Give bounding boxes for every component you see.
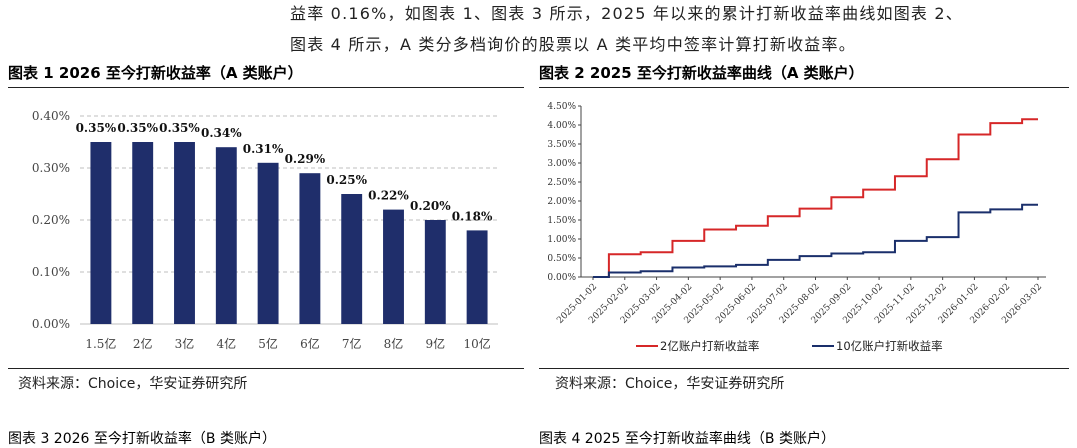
paragraph-line-2: 图表 4 所示，A 类分多档询价的股票以 A 类平均中签率计算打新收益率。 xyxy=(290,35,856,54)
bar-y-tick-label: 0.20% xyxy=(32,213,70,227)
bar-y-tick-label: 0.30% xyxy=(32,161,70,175)
bar xyxy=(90,142,112,324)
bar-data-label: 0.35% xyxy=(159,121,200,135)
figure2-caption: 图表 2 2025 至今打新收益率曲线（A 类账户） xyxy=(539,64,864,82)
bar-y-tick-label: 0.40% xyxy=(32,109,70,123)
bar-y-tick-label: 0.10% xyxy=(32,265,70,279)
line-y-tick-label: 3.50% xyxy=(547,140,576,150)
figure1-caption: 图表 1 2026 至今打新收益率（A 类账户） xyxy=(8,64,303,82)
line-y-tick-label: 3.00% xyxy=(547,159,576,169)
bar xyxy=(383,209,404,324)
bar-x-tick-label: 6亿 xyxy=(300,336,320,351)
bar-x-tick-label: 1.5亿 xyxy=(85,336,116,351)
line-y-tick-label: 2.00% xyxy=(547,197,576,207)
line-chart: 0.00% 0.50% 1.00% 1.50% 2.00% 2.50% 3.00% 3.50%… xyxy=(547,102,1046,353)
line-y-tick-label: 4.50% xyxy=(547,102,576,112)
bar-y-tick-label: 0.00% xyxy=(32,317,70,331)
figure1-source: 资料来源：Choice，华安证券研究所 xyxy=(18,376,248,392)
bar xyxy=(215,147,237,324)
figure3-caption: 图表 3 2026 至今打新收益率（B 类账户） xyxy=(8,431,276,447)
line-y-tick-label: 0.50% xyxy=(547,254,576,264)
bar-x-tick-label: 9亿 xyxy=(425,336,445,351)
bar-x-tick-label: 2亿 xyxy=(133,336,153,351)
bar xyxy=(299,173,321,324)
bar-data-label: 0.35% xyxy=(117,121,158,135)
series-line-2yi xyxy=(593,118,1038,278)
paragraph-line-1: 益率 0.16%，如图表 1、图表 3 所示，2025 年以来的累计打新收益率曲… xyxy=(290,4,964,23)
bar xyxy=(132,142,154,324)
line-y-tick-label: 4.00% xyxy=(547,121,576,131)
bar xyxy=(174,142,195,324)
bar-x-tick-label: 5亿 xyxy=(258,336,278,351)
series-line-10yi xyxy=(593,203,1038,278)
figure1-bottom-rule xyxy=(8,368,524,369)
bar-data-label: 0.20% xyxy=(410,199,451,213)
bar-data-label: 0.18% xyxy=(452,209,493,223)
bar xyxy=(257,162,279,324)
bar xyxy=(424,220,446,324)
bar-x-tick-label: 4亿 xyxy=(216,336,236,351)
figure2-bottom-rule xyxy=(539,368,1069,369)
line-y-tick-label: 1.00% xyxy=(547,235,576,245)
bar xyxy=(466,230,488,324)
line-y-tick-label: 1.50% xyxy=(547,216,576,226)
bar-x-tick-label: 10亿 xyxy=(463,336,490,351)
line-y-tick-label: 0.00% xyxy=(547,273,576,283)
bar-data-label: 0.22% xyxy=(368,189,409,203)
figure2-top-rule xyxy=(539,87,1069,88)
bar-data-label: 0.35% xyxy=(76,121,117,135)
bar-x-tick-label: 7亿 xyxy=(342,336,362,351)
line-y-tick-label: 2.50% xyxy=(547,178,576,188)
bar-data-label: 0.31% xyxy=(243,142,284,156)
figure2-source: 资料来源：Choice，华安证券研究所 xyxy=(555,376,785,392)
bar-x-tick-label: 3亿 xyxy=(175,336,195,351)
bar-data-label: 0.34% xyxy=(201,126,242,140)
bar-x-tick-label: 8亿 xyxy=(384,336,404,351)
figure1-top-rule xyxy=(8,87,524,88)
figure4-caption: 图表 4 2025 至今打新收益率曲线（B 类账户） xyxy=(539,431,835,447)
bar-data-label: 0.25% xyxy=(326,173,367,187)
legend-label: 10亿账户打新收益率 xyxy=(836,339,943,353)
bar xyxy=(341,194,363,324)
legend-label: 2亿账户打新收益率 xyxy=(660,339,759,353)
bar-chart: 0.00% 0.10% 0.20% 0.30% 0.40% 0.35% 1.5亿 0.35% 2… xyxy=(32,109,498,351)
bar-data-label: 0.29% xyxy=(285,152,326,166)
